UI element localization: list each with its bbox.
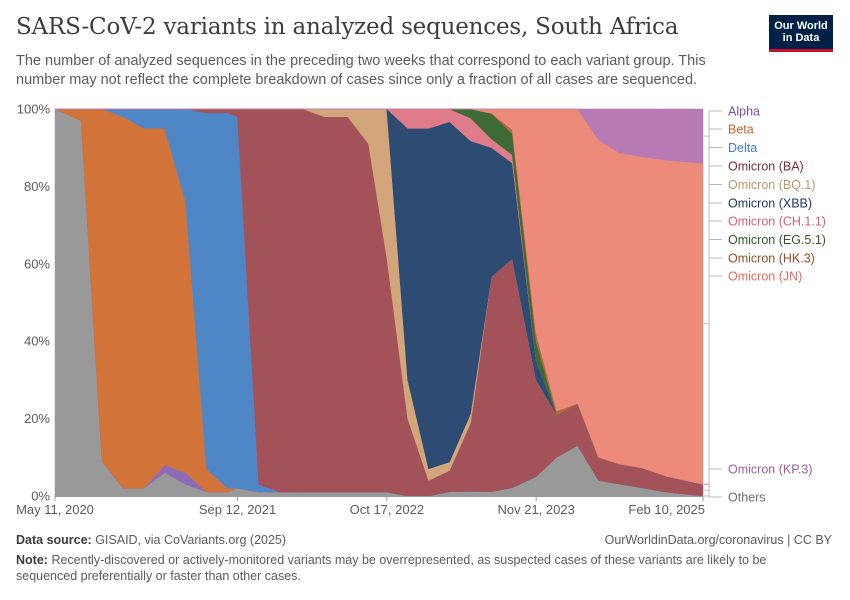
legend-connector bbox=[704, 110, 722, 497]
chart-note: Note: Recently-discovered or actively-mo… bbox=[16, 553, 806, 584]
area-omicron-kp-3[interactable] bbox=[55, 108, 704, 164]
y-tick-label: 60% bbox=[24, 256, 50, 271]
owid-url[interactable]: OurWorldinData.org/coronavirus | CC BY bbox=[604, 533, 832, 547]
legend-label[interactable]: Omicron (BQ.1) bbox=[728, 178, 816, 192]
y-axis-ticks: 0% 20% 40% 60% 80% 100% bbox=[17, 102, 51, 504]
legend-label[interactable]: Delta bbox=[728, 141, 757, 155]
chart-subtitle: The number of analyzed sequences in the … bbox=[16, 53, 706, 88]
x-tick-label: Sep 12, 2021 bbox=[199, 502, 276, 517]
legend-label[interactable]: Others bbox=[728, 491, 766, 505]
legend-label[interactable]: Omicron (KP.3) bbox=[728, 463, 813, 477]
legend-connector bbox=[704, 135, 722, 470]
legend-connector bbox=[704, 202, 722, 485]
chart-title: SARS-CoV-2 variants in analyzed sequence… bbox=[16, 14, 679, 40]
logo-line-1: Our World bbox=[774, 20, 828, 32]
legend-connector bbox=[704, 165, 722, 491]
note-text: Recently-discovered or actively-monitore… bbox=[16, 553, 767, 583]
data-source: Data source: GISAID, via CoVariants.org … bbox=[16, 533, 286, 547]
legend-connector bbox=[704, 257, 722, 485]
y-tick-label: 80% bbox=[24, 179, 50, 194]
y-tick-label: 20% bbox=[24, 411, 50, 426]
x-tick-label: Nov 21, 2023 bbox=[497, 502, 574, 517]
x-tick-label: Oct 17, 2022 bbox=[350, 502, 424, 517]
y-tick-label: 100% bbox=[17, 102, 51, 117]
legend: Alpha Beta Delta Omicron (BA) Omicron (BQ.1)… bbox=[704, 105, 826, 505]
y-tick-label: 0% bbox=[31, 489, 50, 504]
legend-label[interactable]: Beta bbox=[728, 123, 754, 137]
source-label: Data source: bbox=[16, 533, 92, 547]
legend-label[interactable]: Omicron (JN) bbox=[728, 270, 802, 284]
x-tick-label: Feb 10, 2025 bbox=[628, 502, 705, 517]
legend-label[interactable]: Omicron (BA) bbox=[728, 160, 804, 174]
area-series bbox=[54, 108, 704, 497]
legend-connector bbox=[704, 275, 722, 325]
y-tick-label: 40% bbox=[24, 334, 50, 349]
legend-connector bbox=[704, 495, 722, 498]
x-axis-ticks: May 11, 2020 Sep 12, 2021 Oct 17, 2022 Nov … bbox=[16, 496, 705, 517]
x-tick-label: May 11, 2020 bbox=[16, 502, 94, 517]
legend-connector bbox=[704, 184, 722, 485]
legend-connector bbox=[704, 147, 722, 497]
note-label: Note: bbox=[16, 553, 48, 567]
source-text[interactable]: GISAID, via CoVariants.org (2025) bbox=[95, 533, 287, 547]
legend-label[interactable]: Omicron (EG.5.1) bbox=[728, 233, 826, 247]
legend-label[interactable]: Omicron (HK.3) bbox=[728, 252, 815, 266]
legend-connector bbox=[704, 220, 722, 485]
legend-label[interactable]: Alpha bbox=[728, 105, 760, 119]
logo-line-2: in Data bbox=[782, 32, 820, 44]
owid-logo[interactable]: Our World in Data bbox=[769, 15, 833, 52]
variants-area-chart: 0% 20% 40% 60% 80% 100% May 11, 2020 Sep 12, 2… bbox=[16, 102, 826, 518]
legend-label[interactable]: Omicron (XBB) bbox=[728, 197, 812, 211]
legend-label[interactable]: Omicron (CH.1.1) bbox=[728, 215, 826, 229]
